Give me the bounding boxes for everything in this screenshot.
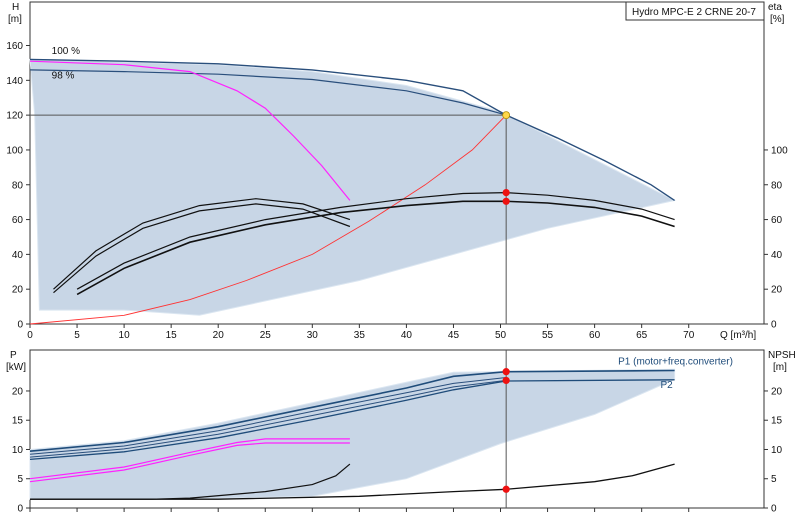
series-line-p1-b [29, 377, 507, 455]
bottom-right-y-tick-label: 5 [771, 474, 777, 485]
series-line-eta-c [76, 191, 675, 290]
bottom-left-y-tick-label: 0 [17, 504, 23, 515]
x-tick-label: 20 [213, 330, 225, 341]
top-left-y-tick-label: 0 [17, 320, 23, 331]
x-tick-label: 60 [589, 330, 601, 341]
bottom-left-y-tick-label: 15 [12, 416, 24, 427]
series-line-eta-b [53, 203, 351, 294]
top-left-y-tick-label: 120 [6, 111, 23, 122]
operating-point-marker-bottom [502, 376, 510, 385]
bottom-right-y-tick-label: 15 [771, 416, 783, 427]
series-line-npsh [30, 463, 675, 500]
series-line-qh-98 [29, 69, 507, 116]
bottom-operating-envelope [29, 368, 676, 500]
x-tick-label: 10 [119, 330, 131, 341]
series-line-p1-c [29, 379, 507, 458]
label-98-percent: 98 % [52, 71, 75, 82]
x-tick-label: 50 [495, 330, 507, 341]
series-line-qh-100 [29, 58, 675, 201]
top-left-y-tick-label: 20 [12, 285, 24, 296]
top-left-y-tick-label: 80 [12, 180, 24, 191]
bottom-right-y-tick-label: 20 [771, 386, 783, 397]
operating-point-marker [502, 188, 510, 197]
x-tick-label: 40 [401, 330, 413, 341]
x-tick-label: 25 [260, 330, 272, 341]
duty-point-marker [502, 111, 511, 120]
bottom-right-axis-label: NPSH [m] [768, 350, 796, 373]
series-line-p1 [29, 369, 675, 452]
chart-title-box [625, 1, 765, 21]
label-p1: P1 (motor+freq.converter) [618, 357, 733, 368]
top-left-axis-label: H [m] [8, 2, 22, 25]
top-right-y-tick-label: 20 [771, 285, 783, 296]
top-right-axis-label: eta [%] [768, 2, 785, 25]
top-left-y-tick-label: 60 [12, 215, 24, 226]
operating-point-marker-bottom [502, 485, 510, 493]
series-line-p2 [29, 379, 675, 461]
x-tick-label: 70 [683, 330, 695, 341]
x-tick-label: 5 [74, 330, 80, 341]
label-100-percent: 100 % [52, 46, 80, 57]
bottom-left-y-tick-label: 20 [12, 386, 24, 397]
x-tick-label: 45 [448, 330, 460, 341]
bottom-left-y-tick-label: 10 [12, 445, 24, 456]
x-tick-label: 30 [307, 330, 319, 341]
top-right-y-tick-label: 100 [771, 145, 788, 156]
operating-point-marker-bottom [502, 368, 510, 376]
top-operating-envelope [29, 58, 677, 316]
series-line-single-p2 [29, 442, 350, 483]
chart-title: Hydro MPC-E 2 CRNE 20-7 [632, 7, 756, 18]
series-line-system-curve [29, 114, 507, 325]
series-line-eta-d [76, 200, 675, 296]
series-line-single-p1 [29, 438, 350, 480]
top-right-y-tick-label: 0 [771, 320, 777, 331]
bottom-left-axis-label: P [kW] [6, 350, 26, 373]
top-right-y-tick-label: 80 [771, 180, 783, 191]
operating-point-marker [502, 197, 510, 205]
x-tick-label: 55 [542, 330, 554, 341]
label-p2: P2 [660, 380, 673, 391]
x-tick-label: 65 [636, 330, 648, 341]
x-axis-label: Q [m³/h] [720, 330, 756, 341]
x-tick-label: 35 [354, 330, 366, 341]
bottom-right-y-tick-label: 10 [771, 445, 783, 456]
bottom-right-y-tick-label: 0 [771, 504, 777, 515]
series-line-eta-a [53, 198, 351, 290]
top-left-y-tick-label: 100 [6, 145, 23, 156]
top-left-y-tick-label: 160 [6, 41, 23, 52]
x-tick-label: 0 [27, 330, 33, 341]
top-right-y-tick-label: 40 [771, 250, 783, 261]
x-tick-label: 15 [166, 330, 178, 341]
series-line-single-pump-h [29, 60, 351, 201]
top-left-y-tick-label: 140 [6, 76, 23, 87]
bottom-left-y-tick-label: 5 [17, 474, 23, 485]
top-right-y-tick-label: 60 [771, 215, 783, 226]
top-left-y-tick-label: 40 [12, 250, 24, 261]
